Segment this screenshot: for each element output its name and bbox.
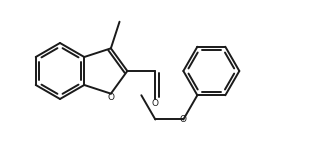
Text: O: O <box>180 115 187 124</box>
Text: O: O <box>152 98 159 108</box>
Text: O: O <box>107 93 114 102</box>
